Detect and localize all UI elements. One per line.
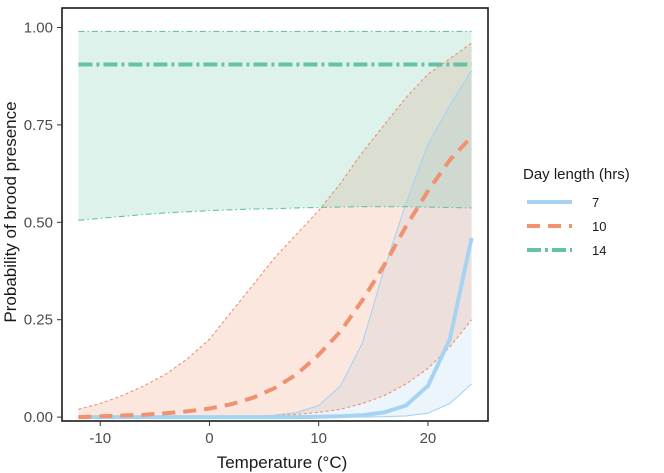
x-axis: -10 0 10 20 bbox=[89, 421, 436, 447]
legend-title: Day length (hrs) bbox=[523, 166, 630, 183]
lower-bound-14h bbox=[78, 206, 472, 221]
x-axis-title: Temperature (°C) bbox=[217, 453, 348, 472]
band-10h bbox=[78, 43, 472, 418]
line-10h bbox=[78, 135, 474, 420]
y-tick-label: 0.75 bbox=[24, 117, 53, 134]
legend-label-10h: 10 bbox=[592, 219, 606, 234]
y-tick-label: 0.00 bbox=[24, 409, 53, 426]
y-axis: 0.00 0.25 0.50 0.75 1.00 bbox=[24, 19, 62, 426]
upper-bound-10h bbox=[78, 42, 472, 410]
x-tick-label: 20 bbox=[420, 430, 437, 447]
legend-label-14h: 14 bbox=[592, 243, 606, 258]
x-tick-label: 0 bbox=[205, 430, 213, 447]
x-tick-label: 10 bbox=[310, 430, 327, 447]
y-tick-label: 0.25 bbox=[24, 312, 53, 329]
legend: Day length (hrs) 7 10 14 bbox=[523, 166, 630, 258]
band-14h bbox=[78, 31, 472, 221]
band-7h bbox=[78, 70, 472, 418]
line-7h bbox=[78, 237, 474, 420]
y-axis-title: Probability of brood presence bbox=[1, 101, 20, 322]
fitted-lines bbox=[78, 62, 474, 420]
x-tick-label: -10 bbox=[89, 430, 111, 447]
plot-panel-border bbox=[61, 7, 489, 422]
y-tick-label: 0.50 bbox=[24, 214, 53, 231]
legend-label-7h: 7 bbox=[592, 195, 599, 210]
y-tick-label: 1.00 bbox=[24, 19, 53, 36]
confidence-bands bbox=[78, 31, 472, 418]
